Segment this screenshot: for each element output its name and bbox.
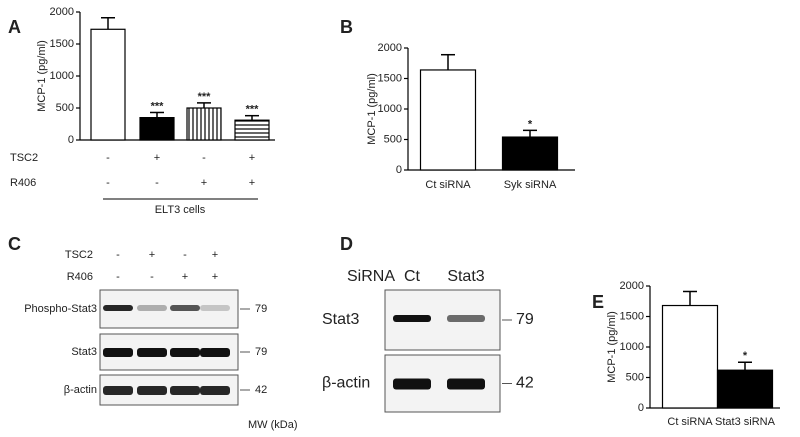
significance: ***: [246, 104, 260, 116]
lane-label: Stat3: [447, 268, 484, 285]
y-tick-label: 1500: [378, 72, 402, 84]
bar: [139, 116, 175, 141]
row-value: +: [249, 152, 255, 164]
significance: *: [528, 118, 533, 130]
y-tick-label: 500: [626, 371, 644, 383]
panel-label: E: [592, 292, 604, 312]
bar: [501, 136, 559, 171]
x-tick-label: Ct siRNA: [667, 416, 713, 428]
significance: ***: [151, 100, 165, 112]
y-tick-label: 1500: [50, 38, 74, 50]
header-label: SiRNA: [347, 268, 395, 285]
y-tick-label: 500: [56, 102, 74, 114]
row-label: β-actin: [64, 384, 97, 396]
condition-value: -: [116, 249, 120, 261]
panel-label: C: [8, 234, 21, 254]
y-tick-label: 2000: [50, 6, 74, 18]
y-axis-title: MCP-1 (pg/ml): [366, 73, 378, 145]
band: [103, 305, 133, 311]
condition-value: +: [212, 271, 218, 283]
row-value: +: [201, 177, 207, 189]
panel-label: D: [340, 234, 353, 254]
condition-value: -: [183, 249, 187, 261]
y-tick-label: 1000: [620, 341, 644, 353]
row-value: -: [202, 152, 206, 164]
y-tick-label: 2000: [620, 280, 644, 292]
band: [200, 386, 230, 395]
band: [393, 378, 431, 390]
row-label: Phospho-Stat3: [24, 303, 97, 315]
band: [103, 386, 133, 395]
y-axis-title: MCP-1 (pg/ml): [36, 40, 48, 112]
band: [170, 348, 200, 357]
condition-value: -: [116, 271, 120, 283]
panel-label: B: [340, 17, 353, 37]
y-tick-label: 0: [638, 402, 644, 414]
x-tick-label: Stat3 siRNA: [715, 416, 776, 428]
bar: [186, 107, 222, 141]
condition-value: -: [150, 271, 154, 283]
band: [170, 386, 200, 395]
y-tick-label: 0: [68, 134, 74, 146]
bar: [716, 369, 774, 409]
y-tick-label: 1000: [50, 70, 74, 82]
condition-label: TSC2: [65, 249, 93, 261]
band: [137, 348, 167, 357]
y-axis-title: MCP-1 (pg/ml): [606, 311, 618, 383]
bar: [234, 119, 270, 141]
mw-value: 79: [255, 346, 267, 358]
row-label: TSC2: [10, 152, 38, 164]
row-value: +: [154, 152, 160, 164]
band: [447, 315, 485, 322]
band: [200, 305, 230, 311]
condition-value: +: [212, 249, 218, 261]
y-tick-label: 2000: [378, 42, 402, 54]
y-tick-label: 1000: [378, 103, 402, 115]
bar: [90, 28, 126, 141]
condition-value: +: [149, 249, 155, 261]
lane-label: Ct: [404, 268, 421, 285]
mw-label: MW (kDa): [248, 419, 298, 431]
mw-value: 42: [516, 375, 534, 392]
row-value: -: [106, 152, 110, 164]
band: [393, 315, 431, 322]
significance: *: [743, 350, 748, 362]
mw-value: 79: [255, 303, 267, 315]
band: [103, 348, 133, 357]
group-label: ELT3 cells: [155, 204, 206, 216]
row-value: -: [106, 177, 110, 189]
x-tick-label: Syk siRNA: [504, 179, 557, 191]
y-tick-label: 1500: [620, 310, 644, 322]
row-label: R406: [10, 177, 36, 189]
panel-label: A: [8, 17, 21, 37]
band: [447, 378, 485, 390]
bar: [419, 69, 477, 171]
mw-value: 42: [255, 384, 267, 396]
row-value: -: [155, 177, 159, 189]
band: [200, 348, 230, 357]
condition-label: R406: [67, 271, 93, 283]
y-tick-label: 0: [396, 164, 402, 176]
x-tick-label: Ct siRNA: [425, 179, 471, 191]
condition-value: +: [182, 271, 188, 283]
row-label: Stat3: [71, 346, 97, 358]
band: [170, 305, 200, 311]
bar: [661, 304, 719, 409]
row-value: +: [249, 177, 255, 189]
band: [137, 305, 167, 311]
y-tick-label: 500: [384, 133, 402, 145]
band: [137, 386, 167, 395]
significance: ***: [198, 91, 212, 103]
row-label: Stat3: [322, 311, 359, 328]
mw-value: 79: [516, 311, 534, 328]
row-label: β-actin: [322, 375, 370, 392]
